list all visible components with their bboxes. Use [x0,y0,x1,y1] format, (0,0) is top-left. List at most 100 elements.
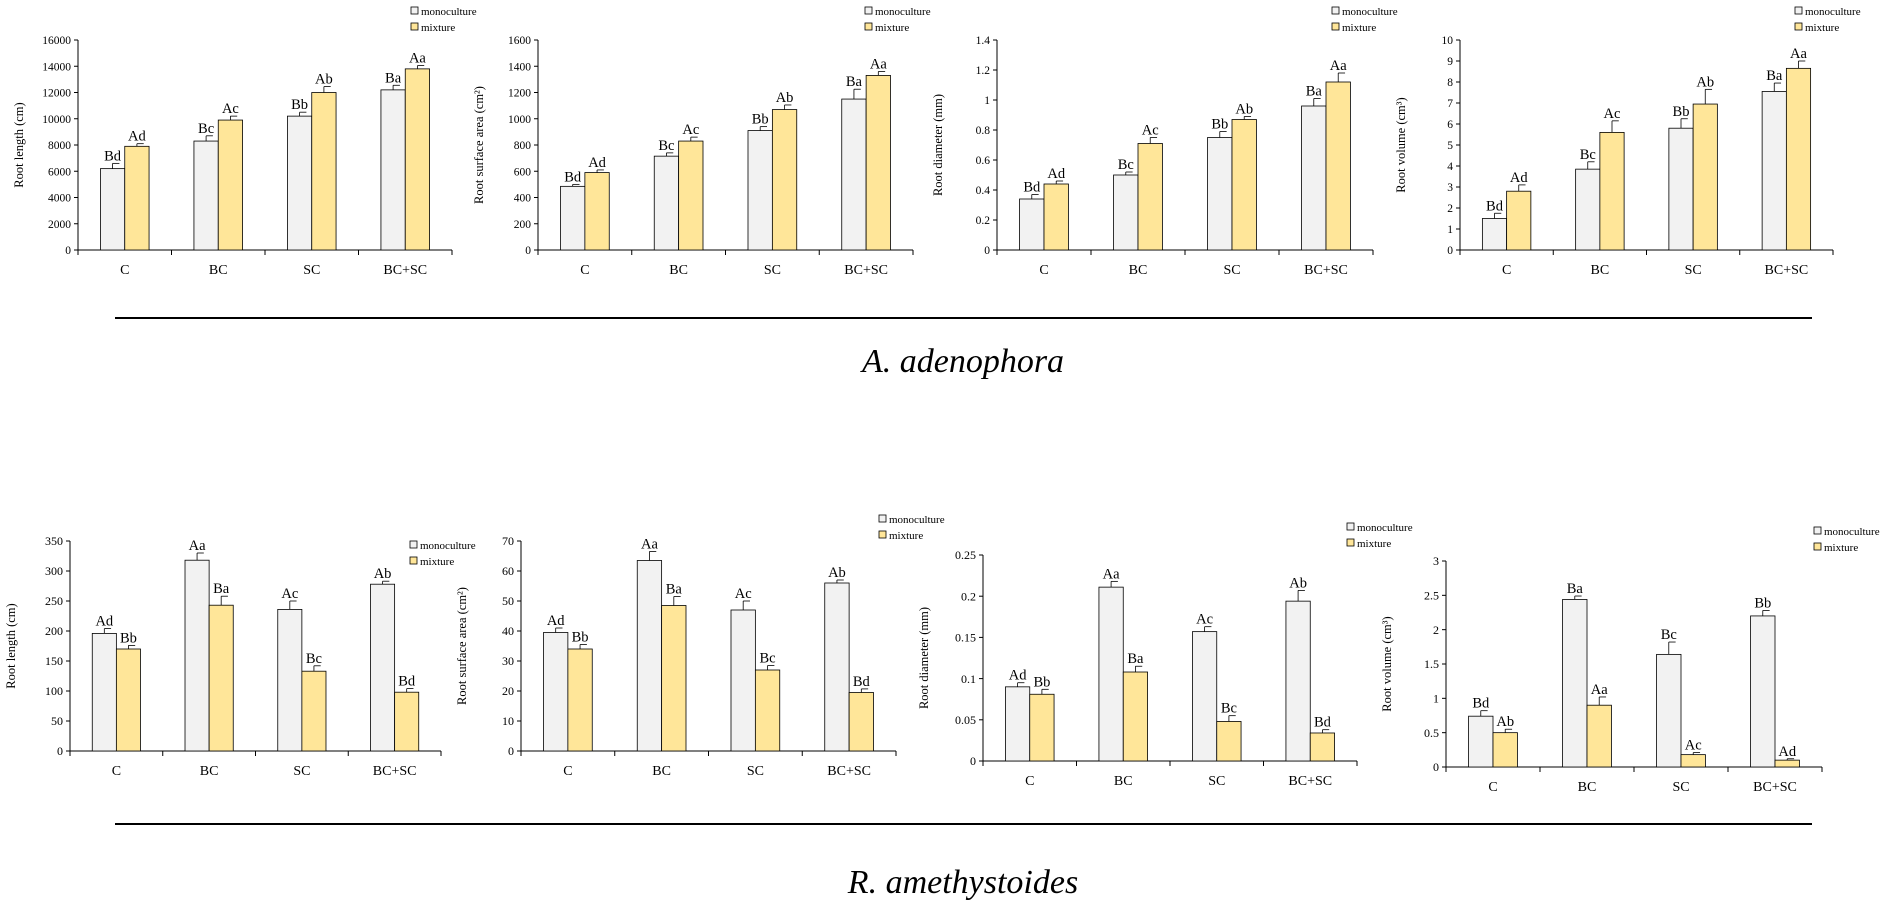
legend-label-mixture: mixture [421,22,455,34]
bar-monoculture [543,632,569,752]
legend-swatch-monoculture [1346,522,1355,531]
y-axis-label: Root length (cm) [12,102,26,187]
legend-swatch-mixture [1331,22,1340,31]
x-category-label: C [112,764,121,779]
bar-mixture [1216,721,1242,762]
x-category-label: BC+SC [1304,263,1348,278]
bar-monoculture [560,185,586,251]
significance-label: Bc [1580,147,1596,163]
significance-label: Aa [1790,46,1807,62]
bar-mixture [1506,190,1532,251]
y-axis-label: Root diameter (mm) [917,607,931,709]
significance-label: Bc [1221,701,1237,717]
y-tick-label: 8000 [48,140,71,152]
y-tick-label: 6 [1447,119,1453,131]
y-tick-label: 10 [1442,35,1454,47]
significance-label: Bb [1754,595,1771,611]
bar-monoculture [100,168,126,251]
significance-label: Aa [1591,682,1608,698]
legend-label-mixture: mixture [875,22,909,34]
legend-label-mixture: mixture [1805,22,1839,34]
bar-monoculture [1285,600,1311,762]
significance-label: Bd [564,169,582,185]
significance-label: Bd [1486,198,1504,214]
legend-label-mixture: mixture [1342,22,1376,34]
bar-mixture [567,648,593,752]
bar-mixture [404,68,430,251]
y-tick-label: 0 [1433,760,1439,774]
x-category-label: C [1025,774,1034,789]
bar-monoculture [1192,631,1218,762]
bar-monoculture [1301,105,1327,251]
legend-swatch-mixture [410,22,419,31]
significance-label: Aa [189,538,206,554]
x-category-label: BC [1114,774,1133,789]
y-tick-label: 1.5 [1424,657,1439,671]
significance-label: Bc [306,651,322,667]
x-category-label: SC [764,263,781,278]
legend-label-monoculture: monoculture [889,514,945,526]
significance-label: Ba [1306,84,1323,100]
bar-mixture [771,109,798,251]
y-tick-label: 0 [57,744,63,758]
x-category-label: BC [209,263,228,278]
significance-label: Ac [1604,106,1621,122]
y-axis-label: Root length (cm) [4,603,18,688]
x-category-label: SC [293,764,310,779]
y-tick-label: 0.2 [961,589,976,603]
y-tick-label: 3 [1447,182,1453,194]
bar-mixture [678,140,704,251]
bar-monoculture [1481,218,1508,251]
significance-label: Ad [1009,668,1027,684]
y-tick-label: 50 [51,714,63,728]
x-category-label: BC+SC [1288,774,1332,789]
y-tick-label: 7 [1447,98,1453,110]
y-tick-label: 1000 [508,114,531,126]
significance-label: Ad [588,155,606,171]
significance-label: Ba [1127,651,1144,667]
x-category-label: BC+SC [383,263,427,278]
x-category-label: C [1039,263,1048,278]
bar-monoculture [193,140,219,251]
y-tick-label: 10 [502,714,514,728]
y-tick-label: 250 [45,594,63,608]
chart-panel: 0 50 100 150 200 250 300 350 Root length (cm) C BC… [4,534,476,779]
y-tick-label: 12000 [42,88,71,100]
chart-panel: 0 200 400 600 800 1000 1200 1400 1600 Root surfac… [472,6,931,278]
y-tick-label: 350 [45,534,63,548]
bar-mixture [848,692,874,752]
y-tick-label: 2000 [48,219,71,231]
legend-swatch-monoculture [1794,6,1803,15]
y-tick-label: 0.05 [955,713,976,727]
bar-monoculture [1005,686,1031,762]
bar-mixture [1029,693,1055,762]
legend-label-monoculture: monoculture [421,6,477,18]
significance-label: Bd [853,674,871,690]
y-tick-label: 1400 [508,61,531,73]
bar-mixture [1309,732,1335,762]
significance-label: Bc [1661,627,1677,643]
x-category-label: C [120,263,129,278]
bar-monoculture [91,633,117,752]
bar-mixture [217,119,243,251]
bar-mixture [301,670,327,752]
bar-monoculture [370,583,396,752]
bar-mixture [124,145,150,251]
bar-monoculture [824,582,850,752]
legend-swatch-mixture [864,22,873,31]
x-category-label: BC+SC [1765,263,1809,278]
significance-label: Ad [95,614,113,630]
bar-monoculture [1656,653,1682,768]
significance-label: Bd [398,674,416,690]
significance-label: Ac [1685,738,1702,754]
significance-label: Bb [1033,674,1050,690]
bar-monoculture [1575,168,1601,251]
y-tick-label: 0 [508,744,514,758]
legend-label-mixture: mixture [420,556,454,568]
y-tick-label: 20 [502,684,514,698]
bar-monoculture [287,115,313,251]
significance-label: Ac [1196,612,1213,628]
bar-mixture [1043,183,1069,251]
significance-label: Bb [752,112,769,128]
y-tick-label: 5 [1447,140,1453,152]
